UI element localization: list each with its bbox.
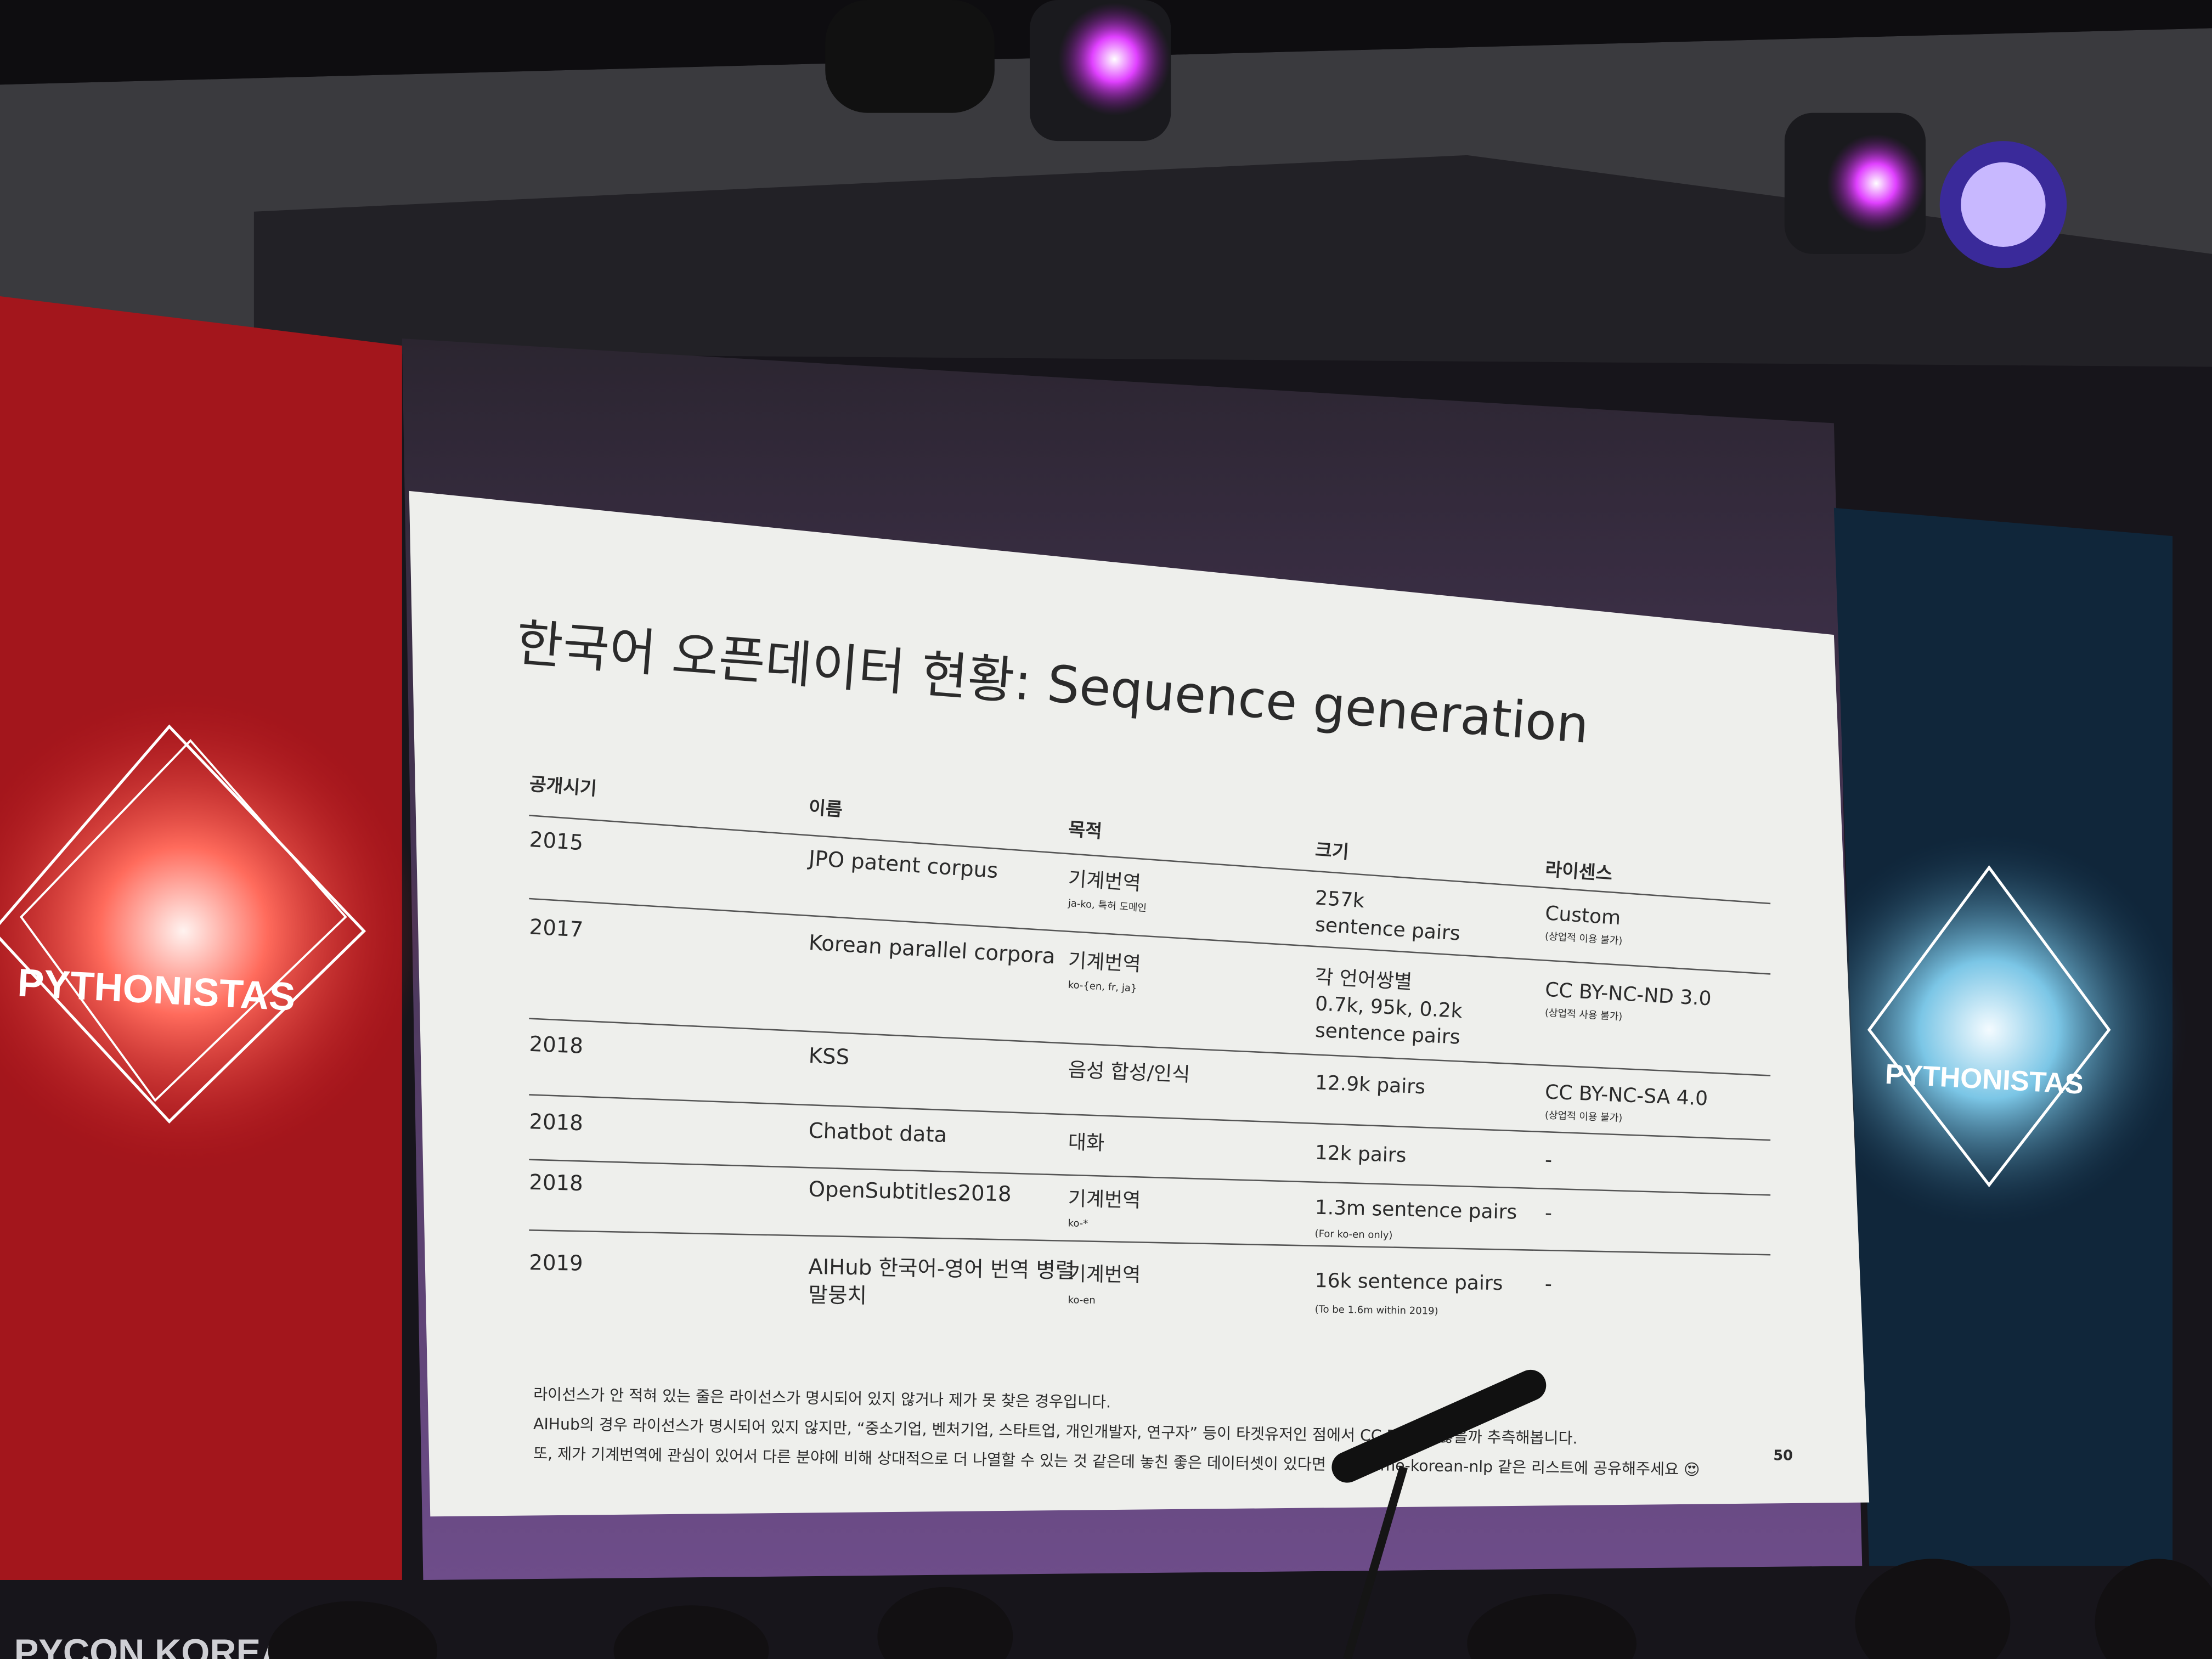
row-rule xyxy=(529,1018,1771,1076)
purpose-note: ko-* xyxy=(1068,1217,1088,1229)
column-header: 목적 xyxy=(1068,819,1103,842)
year: 2017 xyxy=(529,915,584,942)
dataset-name: Chatbot data xyxy=(808,1119,947,1148)
audience xyxy=(268,1559,2212,1659)
column-header: 크기 xyxy=(1314,839,1350,862)
size: 16k sentence pairs xyxy=(1314,1269,1503,1295)
purpose: 기계번역 xyxy=(1068,1263,1141,1286)
license: - xyxy=(1545,1273,1553,1295)
head xyxy=(268,1601,438,1659)
banner-text: PYCON KOREA xyxy=(14,1632,287,1659)
dataset-name: 말뭉치 xyxy=(808,1283,867,1308)
microphone xyxy=(1331,1369,1547,1483)
purpose: 대화 xyxy=(1068,1131,1105,1155)
blue-glow xyxy=(1791,832,2187,1228)
dataset-name: OpenSubtitles2018 xyxy=(808,1177,1012,1206)
purpose: 음성 합성/인식 xyxy=(1068,1059,1190,1086)
header-rule xyxy=(529,815,1771,905)
column-header: 라이센스 xyxy=(1544,858,1613,884)
head xyxy=(1855,1559,2011,1659)
size-note: (To be 1.6m within 2019) xyxy=(1314,1304,1438,1317)
year: 2018 xyxy=(529,1170,583,1196)
size: 각 언어쌍별 xyxy=(1314,966,1413,994)
ceiling-light xyxy=(825,0,995,113)
license: Custom xyxy=(1544,902,1621,929)
row-rule xyxy=(529,1159,1771,1196)
purple-light xyxy=(1058,3,1171,116)
blue-light-core xyxy=(1961,162,2046,247)
column-header: 공개시기 xyxy=(529,773,597,799)
head xyxy=(2095,1559,2212,1659)
year: 2015 xyxy=(529,827,584,855)
mic-stand xyxy=(1343,1466,1408,1659)
dataset-name: KSS xyxy=(808,1043,850,1070)
license: - xyxy=(1544,1202,1552,1224)
slide xyxy=(409,490,1870,1517)
size: 12k pairs xyxy=(1314,1142,1407,1167)
size: 257k xyxy=(1314,887,1365,912)
purpose: 기계번역 xyxy=(1068,950,1142,976)
head xyxy=(1467,1594,1637,1659)
row-rule xyxy=(529,1094,1771,1141)
size: 1.3m sentence pairs xyxy=(1314,1197,1517,1224)
dataset-name: AIHub 한국어-영어 번역 병렬 xyxy=(808,1255,1075,1283)
ceiling-beam xyxy=(253,155,2212,367)
year: 2019 xyxy=(529,1250,583,1276)
column-header: 이름 xyxy=(808,797,843,820)
year: 2018 xyxy=(529,1032,584,1059)
license: - xyxy=(1544,1149,1552,1171)
purpose: 기계번역 xyxy=(1068,868,1142,895)
row-rule xyxy=(529,1229,1771,1256)
blue-diamond xyxy=(1867,865,2111,1188)
row-rule xyxy=(529,898,1771,975)
red-diamond-inner xyxy=(20,739,347,1102)
purpose: 기계번역 xyxy=(1068,1188,1141,1212)
purpose-note: ko-en xyxy=(1068,1294,1095,1306)
page-number: 50 xyxy=(1773,1447,1793,1464)
purple-light xyxy=(1827,134,1926,233)
year: 2018 xyxy=(529,1109,584,1136)
head xyxy=(877,1587,1013,1659)
size: 12.9k pairs xyxy=(1314,1071,1425,1098)
head xyxy=(613,1605,769,1659)
size-note: (For ko-en only) xyxy=(1314,1228,1392,1241)
